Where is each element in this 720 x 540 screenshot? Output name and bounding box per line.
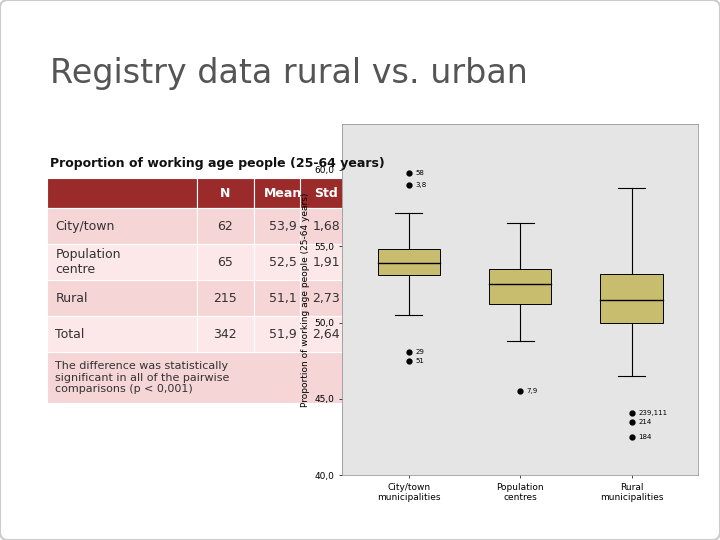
Text: 51: 51 <box>415 357 424 364</box>
FancyBboxPatch shape <box>254 178 312 208</box>
Text: 3,8: 3,8 <box>415 182 427 188</box>
Text: 215: 215 <box>214 292 237 305</box>
Text: 2,64: 2,64 <box>312 328 340 341</box>
Text: 51,9: 51,9 <box>269 328 297 341</box>
Text: 342: 342 <box>214 328 237 341</box>
Text: 214: 214 <box>638 419 652 425</box>
Text: 7,9: 7,9 <box>527 388 538 394</box>
Text: Std: Std <box>315 187 338 200</box>
Text: 65: 65 <box>217 256 233 269</box>
Bar <box>377 249 440 275</box>
Text: The difference was statistically
significant in all of the pairwise
comparisons : The difference was statistically signifi… <box>55 361 230 395</box>
FancyBboxPatch shape <box>47 316 197 353</box>
FancyBboxPatch shape <box>300 316 352 353</box>
Text: 52,5: 52,5 <box>269 256 297 269</box>
FancyBboxPatch shape <box>254 245 312 280</box>
Text: 58: 58 <box>415 170 424 176</box>
FancyBboxPatch shape <box>197 245 254 280</box>
Bar <box>489 269 552 304</box>
Text: 62: 62 <box>217 220 233 233</box>
FancyBboxPatch shape <box>197 280 254 316</box>
Text: 53,9: 53,9 <box>269 220 297 233</box>
Text: Total: Total <box>55 328 85 341</box>
Bar <box>600 274 662 322</box>
Text: Proportion of working age people (25-64 years): Proportion of working age people (25-64 … <box>50 157 385 170</box>
FancyBboxPatch shape <box>300 245 352 280</box>
FancyBboxPatch shape <box>300 208 352 245</box>
Y-axis label: Proportion of working age people (25-64 years): Proportion of working age people (25-64 … <box>301 193 310 407</box>
FancyBboxPatch shape <box>197 178 254 208</box>
Text: 29: 29 <box>415 349 424 355</box>
FancyBboxPatch shape <box>197 208 254 245</box>
Text: Registry data rural vs. urban: Registry data rural vs. urban <box>50 57 528 90</box>
FancyBboxPatch shape <box>47 353 364 403</box>
Text: 184: 184 <box>638 434 652 440</box>
Text: 239,111: 239,111 <box>638 410 667 416</box>
FancyBboxPatch shape <box>47 208 197 245</box>
FancyBboxPatch shape <box>47 178 197 208</box>
Text: 1,91: 1,91 <box>312 256 340 269</box>
FancyBboxPatch shape <box>254 316 312 353</box>
FancyBboxPatch shape <box>300 280 352 316</box>
FancyBboxPatch shape <box>47 245 197 280</box>
FancyBboxPatch shape <box>197 316 254 353</box>
Text: 51,1: 51,1 <box>269 292 297 305</box>
Text: Rural: Rural <box>55 292 88 305</box>
FancyBboxPatch shape <box>300 178 352 208</box>
Text: 1,68: 1,68 <box>312 220 340 233</box>
Text: Population
centre: Population centre <box>55 248 121 276</box>
Text: 2,73: 2,73 <box>312 292 340 305</box>
FancyBboxPatch shape <box>254 280 312 316</box>
Text: City/town: City/town <box>55 220 114 233</box>
Text: N: N <box>220 187 230 200</box>
FancyBboxPatch shape <box>47 280 197 316</box>
FancyBboxPatch shape <box>254 208 312 245</box>
Text: Mean: Mean <box>264 187 302 200</box>
